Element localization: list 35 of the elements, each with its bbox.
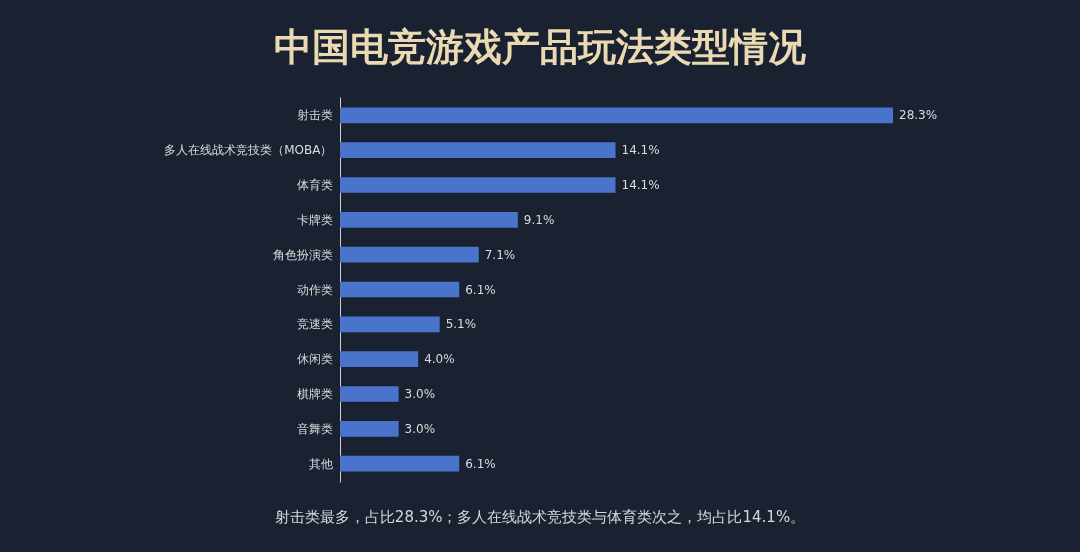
data-label: 28.3%: [899, 108, 938, 123]
data-label: 5.1%: [445, 317, 477, 332]
y-tick-label: 卡牌类: [296, 212, 333, 227]
data-label: 3.0%: [404, 387, 436, 402]
bar: [340, 281, 460, 298]
y-tick-label: 动作类: [296, 282, 333, 297]
bar: [340, 455, 460, 472]
chart-title: 中国电竞游戏产品玩法类型情况: [273, 24, 807, 71]
data-label: 6.1%: [465, 456, 496, 471]
y-tick-label: 棋牌类: [296, 387, 333, 402]
data-label: 14.1%: [621, 143, 660, 158]
y-tick-label: 角色扮演类: [272, 247, 333, 262]
bar: [340, 421, 399, 437]
bar: [340, 386, 399, 402]
data-label: 7.1%: [484, 247, 516, 262]
bar: [340, 177, 616, 193]
data-label: 3.0%: [404, 421, 436, 436]
y-tick-label: 音舞类: [296, 421, 333, 436]
bar: [340, 351, 419, 368]
y-tick-label: 多人在线战术竞技类（MOBA）: [164, 143, 333, 158]
y-tick-label: 休闲类: [296, 352, 333, 367]
bar: [340, 246, 479, 263]
data-label: 9.1%: [523, 212, 555, 227]
data-label: 6.1%: [465, 282, 496, 297]
data-label: 4.0%: [424, 352, 455, 367]
bar: [340, 142, 616, 158]
y-tick-label: 射击类: [296, 108, 333, 123]
y-tick-label: 体育类: [296, 177, 333, 192]
bar: [340, 107, 893, 124]
text: 射击类最多，占比28.3%；多人在线战术竞技类与体育类次之，均占比14.1%。: [273, 508, 807, 527]
y-tick-label: 其他: [308, 456, 333, 471]
y-tick-label: 竞速类: [296, 317, 333, 332]
bar: [340, 211, 518, 228]
data-label: 14.1%: [621, 177, 660, 192]
bar: [340, 316, 440, 333]
